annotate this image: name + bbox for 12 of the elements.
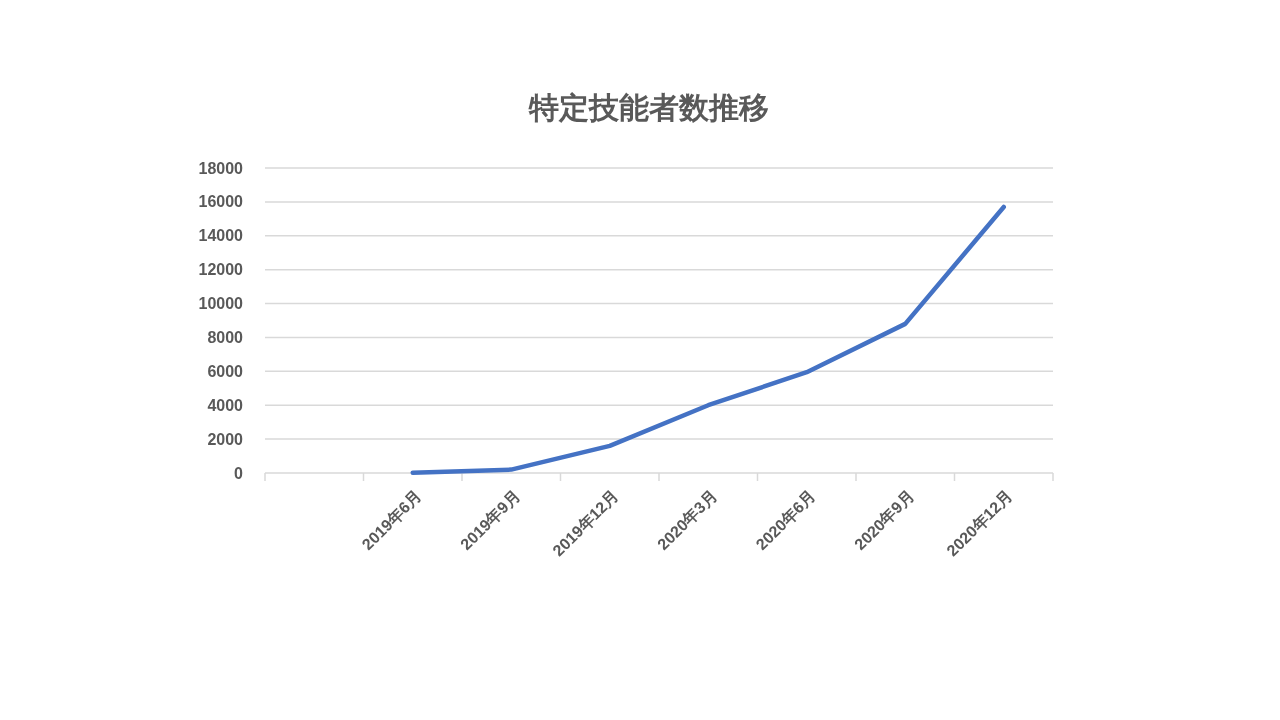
y-tick-label: 12000 (198, 261, 244, 279)
y-tick-label: 6000 (207, 362, 244, 380)
y-tick-label: 4000 (207, 396, 244, 414)
y-tick-label: 14000 (198, 227, 244, 245)
y-tick-label: 16000 (198, 193, 244, 211)
y-tick-label: 2000 (207, 430, 244, 448)
y-tick-label: 18000 (198, 159, 244, 177)
chart-title: 特定技能者数推移 (528, 91, 769, 124)
line-series (410, 204, 1006, 475)
y-tick-label: 10000 (198, 295, 244, 313)
y-tick-label: 8000 (207, 329, 244, 347)
y-tick-label: 0 (234, 464, 244, 482)
